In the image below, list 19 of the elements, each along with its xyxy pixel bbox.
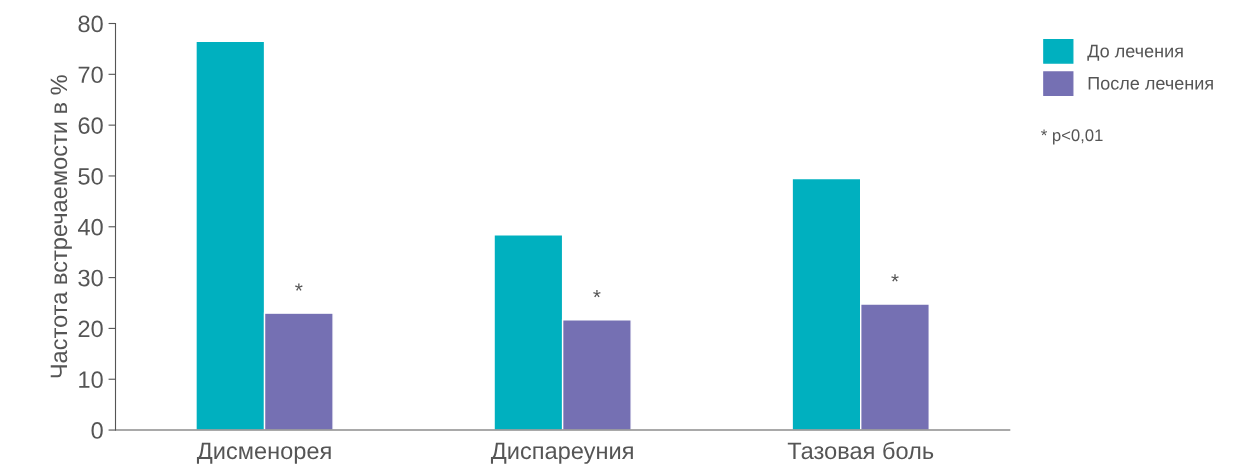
y-tick-label: 30 [78,269,103,287]
legend-label: После лечения [1088,77,1213,90]
y-tick-label: 0 [91,422,103,439]
annotation: * [891,274,899,282]
y-tick-label: 40 [77,218,103,236]
text: * p<0,01 [1041,129,1103,145]
x-tick-label: Диспареуния [490,442,633,464]
y-tick-label: 10 [79,371,103,389]
x-tick-label: Дисменорея [196,442,331,464]
y-tick-label: 70 [78,66,103,84]
annotation: * [593,290,601,298]
y-tick-label: 20 [78,320,103,338]
x-tick-label: Тазовая боль [787,441,934,460]
y-tick-label: 80 [78,15,103,33]
y-axis-title: Частота встречаемости в % [50,75,72,378]
y-tick-label: 60 [78,117,103,134]
annotation: * [295,283,303,291]
y-tick-label: 50 [78,168,103,185]
legend-label: До лечения [1087,44,1183,61]
